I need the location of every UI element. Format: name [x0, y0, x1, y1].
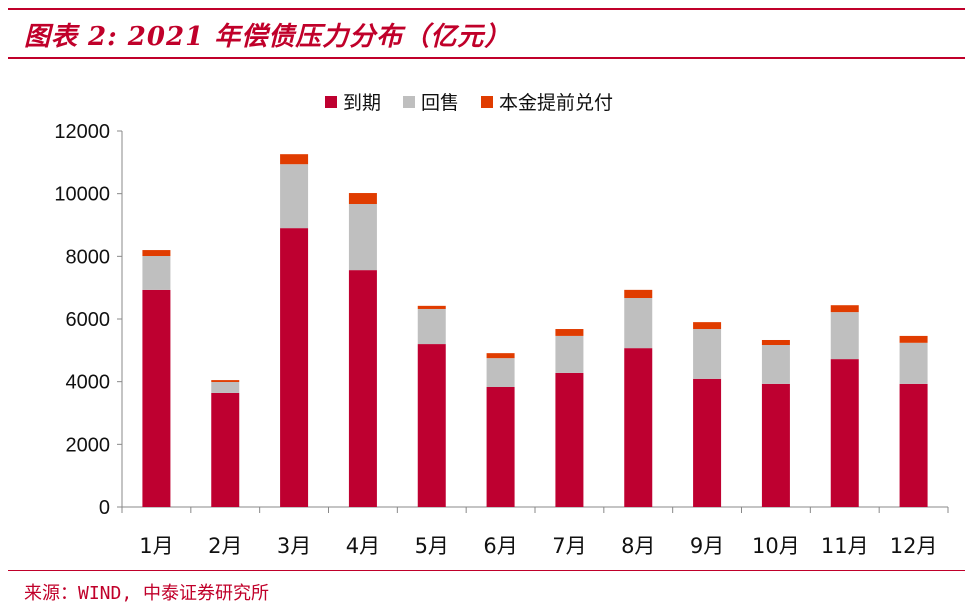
x-tick-label: 1月 — [139, 534, 173, 558]
x-tick-label: 9月 — [690, 534, 724, 558]
source-note: 来源：WIND, 中泰证券研究所 — [24, 583, 270, 604]
legend-swatch — [325, 95, 337, 108]
bar-putback — [142, 256, 171, 290]
bar-early-repayment — [899, 335, 928, 343]
title-rule — [8, 57, 965, 59]
legend-label: 到期 — [343, 92, 382, 114]
y-tick-label: 12000 — [54, 121, 110, 143]
x-tick-label: 12月 — [890, 534, 938, 558]
bar-early-repayment — [693, 322, 722, 330]
bar-due — [693, 378, 722, 507]
top-rule — [8, 8, 965, 10]
bar-putback — [211, 381, 240, 393]
footer-rule — [8, 570, 965, 571]
bar-putback — [486, 358, 515, 387]
x-tick-label: 8月 — [621, 534, 655, 558]
x-tick-label: 11月 — [821, 534, 869, 558]
bar-early-repayment — [280, 154, 309, 165]
bar-putback — [555, 335, 584, 373]
legend-label: 本金提前兑付 — [499, 92, 614, 114]
bar-due — [899, 383, 928, 507]
y-tick-label: 0 — [99, 497, 110, 519]
bar-putback — [417, 308, 446, 345]
bar-putback — [830, 312, 859, 360]
bar-early-repayment — [761, 339, 790, 346]
bar-due — [280, 228, 309, 507]
legend-swatch — [403, 95, 416, 108]
x-tick-label: 7月 — [552, 534, 586, 558]
y-tick-label: 4000 — [66, 372, 111, 394]
bar-putback — [280, 164, 309, 229]
bar-putback — [761, 345, 790, 384]
x-tick-label: 4月 — [346, 534, 380, 558]
chart-title: 图表 2: 2021 年偿债压力分布（亿元） — [24, 22, 512, 52]
y-tick-label: 2000 — [66, 434, 111, 456]
x-tick-label: 10月 — [752, 534, 800, 558]
bar-early-repayment — [142, 250, 171, 257]
bar-early-repayment — [417, 305, 446, 309]
legend-item-early-repayment: 本金提前兑付 — [481, 88, 613, 115]
y-tick-label: 8000 — [66, 246, 111, 268]
legend: 到期 回售 本金提前兑付 — [325, 88, 613, 115]
bar-putback — [624, 298, 653, 349]
bar-due — [417, 344, 446, 507]
bar-early-repayment — [348, 193, 377, 205]
bar-early-repayment — [486, 353, 515, 359]
bar-early-repayment — [211, 380, 240, 382]
bar-putback — [693, 329, 722, 379]
bar-early-repayment — [830, 305, 859, 313]
y-tick-label: 6000 — [66, 309, 111, 331]
legend-swatch — [481, 95, 494, 108]
bar-due — [830, 359, 859, 507]
bar-putback — [899, 342, 928, 384]
bar-early-repayment — [624, 289, 653, 299]
x-tick-label: 6月 — [483, 534, 517, 558]
bar-due — [486, 386, 515, 507]
bar-due — [555, 372, 584, 507]
bar-due — [142, 289, 171, 507]
bar-putback — [348, 204, 377, 271]
y-tick-label: 10000 — [54, 184, 110, 206]
bar-due — [624, 348, 653, 507]
bar-due — [211, 392, 240, 507]
x-tick-label: 5月 — [415, 534, 449, 558]
x-tick-label: 3月 — [277, 534, 311, 558]
bar-due — [761, 383, 790, 507]
bar-early-repayment — [555, 329, 584, 336]
x-tick-label: 2月 — [208, 534, 242, 558]
legend-item-putback: 回售 — [403, 88, 459, 115]
legend-item-due: 到期 — [325, 88, 381, 115]
legend-label: 回售 — [421, 92, 460, 114]
bar-due — [348, 270, 377, 507]
